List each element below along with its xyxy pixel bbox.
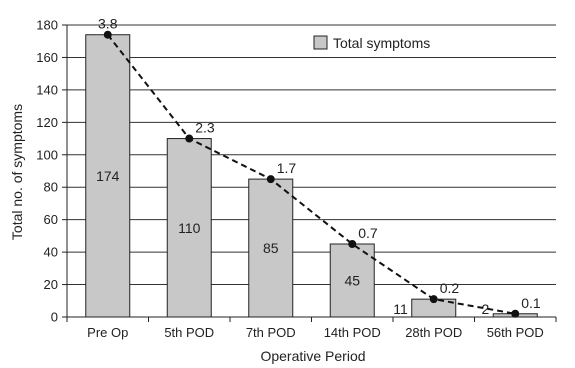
point-label-5: 0.1 [521,295,541,311]
point-label-2: 1.7 [277,160,297,176]
x-tick-label-0: Pre Op [87,325,128,340]
y-tick-label-80: 80 [44,180,58,195]
trend-marker-4 [429,295,438,304]
x-tick-label-4: 28th POD [405,325,462,340]
y-tick-label-160: 160 [36,50,58,65]
y-tick-label-100: 100 [36,147,58,162]
gridlines [67,24,556,286]
y-tick-label-0: 0 [51,310,58,325]
x-tick-label-2: 7th POD [246,325,296,340]
y-tick-label-180: 180 [36,18,58,33]
point-label-1: 2.3 [195,120,215,136]
x-axis-title: Operative Period [260,348,365,364]
legend-label: Total symptoms [333,35,430,51]
bar-value-label-1: 110 [178,220,201,236]
trend-marker-1 [185,134,194,143]
y-tick-label-20: 20 [44,277,58,292]
bar-value-label-5: 2 [481,301,489,317]
labels: 0 20 40 60 80 100 120 140 160 180 Pre Op 5th POD 7th… [36,16,544,340]
bar-value-label-4: 11 [393,301,408,317]
bar-value-label-2: 85 [263,240,279,256]
point-label-4: 0.2 [440,280,460,296]
point-label-3: 0.7 [358,225,378,241]
point-label-0: 3.8 [98,16,118,32]
y-axis-title: Total no. of symptoms [9,104,25,240]
x-tick-label-3: 14th POD [324,325,381,340]
y-tick-label-120: 120 [36,115,58,130]
legend: Total symptoms [313,35,430,51]
trend-marker-2 [266,175,275,184]
bars [85,34,538,318]
legend-swatch [313,35,328,50]
trend-line [103,30,520,318]
bar-value-label-3: 45 [344,273,360,289]
y-tick-label-40: 40 [44,245,58,260]
y-tick-label-60: 60 [44,212,58,227]
x-tick-label-5: 56th POD [487,325,544,340]
axes [62,24,557,322]
trend-marker-5 [511,309,520,318]
bar-0 [85,34,131,318]
trend-line-path [106,34,516,315]
bar-value-label-0: 174 [96,168,120,184]
x-tick-label-1: 5th POD [164,325,214,340]
trend-marker-3 [348,240,357,248]
trend-marker-0 [103,30,112,39]
y-tick-label-140: 140 [36,82,58,97]
